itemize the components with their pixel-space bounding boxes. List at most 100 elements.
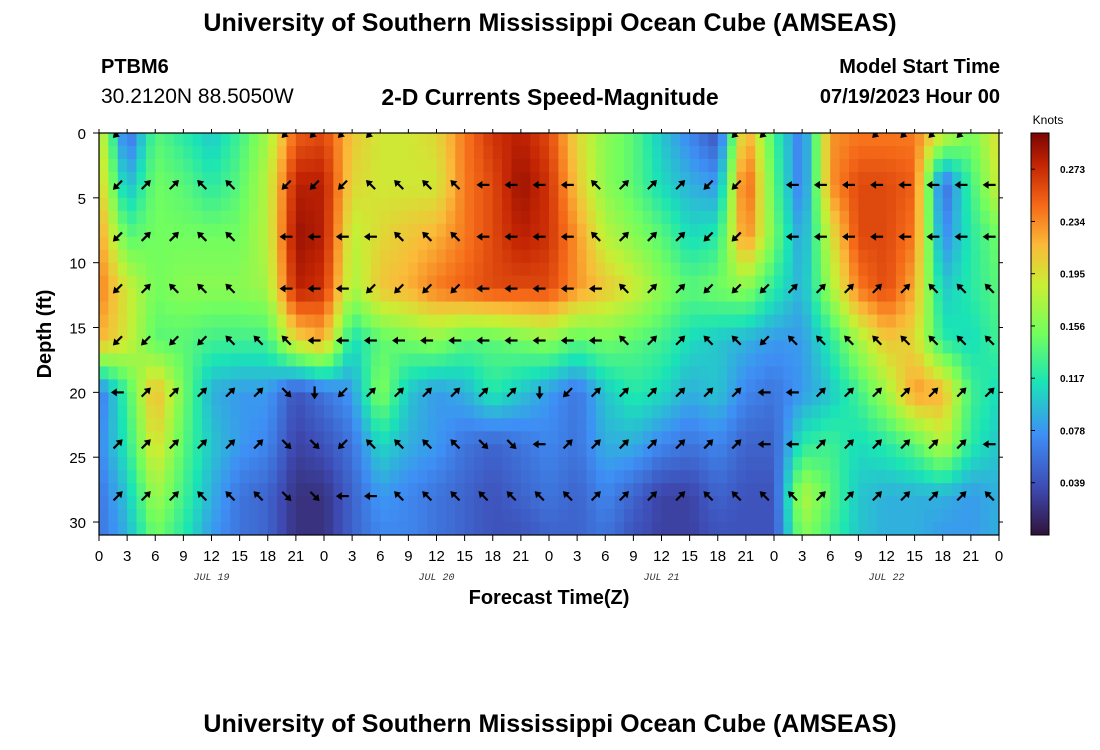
speed-cell <box>980 249 991 264</box>
vector-head <box>112 338 120 346</box>
speed-cell <box>492 171 503 186</box>
current-vector <box>900 335 911 346</box>
speed-cell <box>183 210 194 225</box>
speed-cell <box>539 184 550 199</box>
current-vector <box>900 491 911 502</box>
current-vector <box>843 283 854 294</box>
speed-cell <box>117 379 128 393</box>
speed-cell <box>408 133 419 147</box>
speed-cell <box>811 171 822 186</box>
vector-head <box>504 336 511 345</box>
speed-cell <box>980 301 991 316</box>
speed-cell <box>277 522 288 535</box>
speed-cell <box>774 418 784 432</box>
speed-cell <box>774 145 784 160</box>
speed-cell <box>117 145 128 160</box>
speed-cell <box>699 184 709 199</box>
speed-cell <box>277 483 288 497</box>
speed-cell <box>689 197 700 212</box>
speed-cell <box>811 483 822 497</box>
speed-cell <box>877 314 888 329</box>
speed-cell <box>361 522 372 535</box>
speed-cell <box>399 223 409 238</box>
speed-cell <box>970 353 981 368</box>
speed-cell <box>642 275 653 290</box>
speed-cell <box>670 197 681 212</box>
speed-cell <box>455 379 466 393</box>
speed-cell <box>924 483 934 497</box>
speed-cell <box>445 340 456 355</box>
speed-cell <box>483 236 494 251</box>
speed-cell <box>830 236 841 251</box>
current-vector <box>506 439 517 450</box>
speed-cell <box>858 275 869 290</box>
speed-cell <box>380 379 391 393</box>
speed-cell <box>970 236 981 251</box>
speed-cell <box>933 470 944 484</box>
speed-cell <box>699 483 709 497</box>
speed-cell <box>474 509 484 523</box>
speed-cell <box>558 314 569 329</box>
speed-cell <box>511 340 522 355</box>
speed-cell <box>802 301 813 316</box>
speed-cell <box>511 444 522 458</box>
speed-cell <box>886 379 897 393</box>
speed-cell <box>314 353 325 368</box>
speed-cell <box>436 262 447 277</box>
speed-cell <box>577 249 588 264</box>
speed-cell <box>567 483 578 497</box>
vector-head <box>225 491 233 499</box>
speed-cell <box>755 418 766 432</box>
speed-cell <box>727 210 738 225</box>
vector-head <box>649 387 658 395</box>
speed-cell <box>174 353 184 368</box>
speed-cell <box>286 457 297 471</box>
current-vector <box>703 439 714 450</box>
speed-cell <box>220 496 231 510</box>
speed-cell <box>155 457 166 471</box>
speed-cell <box>108 197 119 212</box>
speed-cell <box>230 301 241 316</box>
speed-cell <box>745 262 756 277</box>
speed-cell <box>924 392 934 406</box>
speed-cell <box>680 483 691 497</box>
current-vector <box>363 336 377 345</box>
speed-cell <box>483 184 494 199</box>
speed-cell <box>605 314 616 329</box>
speed-cell <box>952 483 963 497</box>
speed-cell <box>342 210 353 225</box>
speed-cell <box>108 353 119 368</box>
speed-cell <box>642 470 653 484</box>
speed-cell <box>605 275 616 290</box>
speed-cell <box>811 197 822 212</box>
vector-head <box>900 335 908 343</box>
speed-cell <box>333 223 344 238</box>
speed-cell <box>839 392 850 406</box>
speed-cell <box>839 366 850 380</box>
speed-cell <box>183 405 194 419</box>
speed-cell <box>961 262 972 277</box>
speed-cell <box>989 133 999 147</box>
speed-cell <box>239 133 250 147</box>
speed-cell <box>605 262 616 277</box>
speed-cell <box>249 301 259 316</box>
speed-cell <box>577 418 588 432</box>
speed-cell <box>830 197 841 212</box>
speed-cell <box>249 444 259 458</box>
x-tick-label: 6 <box>826 548 834 565</box>
speed-cell <box>905 327 916 342</box>
speed-cell <box>445 197 456 212</box>
vector-head <box>392 336 398 345</box>
speed-cell <box>211 522 222 535</box>
speed-cell <box>370 158 381 173</box>
speed-cell <box>530 210 541 225</box>
speed-cell <box>211 379 222 393</box>
speed-cell <box>202 223 213 238</box>
speed-cell <box>417 379 428 393</box>
speed-cell <box>924 223 934 238</box>
speed-cell <box>549 327 559 342</box>
speed-cell <box>164 145 175 160</box>
current-vector <box>197 387 208 398</box>
speed-cell <box>727 171 738 186</box>
speed-cell <box>483 262 494 277</box>
